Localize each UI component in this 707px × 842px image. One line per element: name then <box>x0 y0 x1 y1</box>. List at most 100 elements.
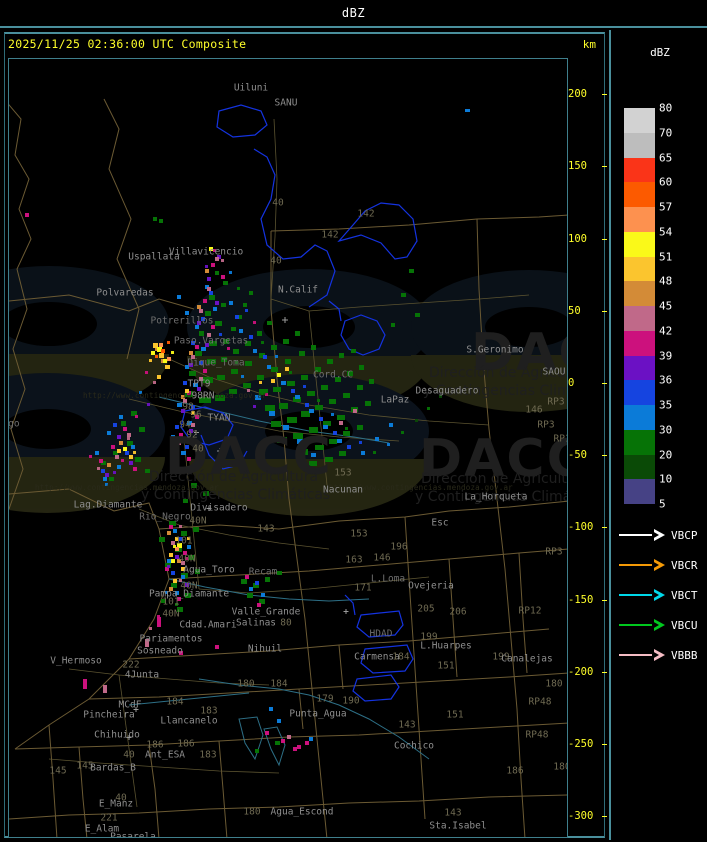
y-axis-tick: 200 <box>568 88 607 100</box>
y-axis-tick-mark <box>602 310 607 312</box>
vector-arrow-icon <box>619 649 665 661</box>
vector-arrow-head <box>654 559 665 571</box>
y-axis-tick-mark <box>602 816 607 818</box>
echo-lightblue <box>95 285 393 723</box>
y-axis-tick: -300 <box>568 810 607 822</box>
color-scale-label: 42 <box>659 324 673 338</box>
legend-panel: dBZ VBCP VBCR VBCT VBCU VBBB 80 70 65 60 57 54 51 4… <box>609 30 707 840</box>
vector-arrow-head-notch <box>652 651 659 659</box>
color-scale-label: 30 <box>659 423 673 437</box>
color-scale-label: 20 <box>659 448 673 461</box>
y-axis-tick: -150 <box>568 594 607 606</box>
vector-legend-row[interactable]: VBCP <box>619 520 707 550</box>
vector-legend-row[interactable]: VBCT <box>619 580 707 610</box>
y-axis-tick-mark <box>602 383 607 384</box>
color-scale-band <box>624 429 655 455</box>
color-scale-band <box>624 281 655 306</box>
echo-yellow <box>123 247 281 563</box>
color-scale-bar[interactable] <box>624 108 655 504</box>
echo-core-cluster <box>89 249 442 630</box>
color-scale-band <box>624 132 655 158</box>
color-scale-band <box>624 355 655 381</box>
color-scale-label: 5 <box>659 497 666 511</box>
vector-arrow-icon <box>619 559 665 571</box>
vector-arrow-icon <box>619 529 665 541</box>
vector-legend-row[interactable]: VBCR <box>619 550 707 580</box>
color-scale-label: 80 <box>659 101 673 115</box>
vector-legend-label: VBCT <box>671 588 698 602</box>
y-axis-tick: 50 <box>568 305 607 317</box>
color-scale-band <box>624 207 655 232</box>
echo-scattered <box>83 109 470 753</box>
color-scale-label: 54 <box>659 225 673 239</box>
color-scale-label: 36 <box>659 373 673 387</box>
color-scale-label: 45 <box>659 299 673 313</box>
y-axis-tick: 0 <box>568 377 607 389</box>
vector-arrow-shaft <box>619 564 655 566</box>
color-scale-band <box>624 256 655 282</box>
echo-mauve <box>115 257 357 565</box>
y-axis-tick-mark <box>602 455 607 457</box>
color-scale-band <box>624 479 655 504</box>
y-axis-tick-mark <box>602 527 607 529</box>
color-scale-label: 65 <box>659 151 673 164</box>
color-scale-label: 35 <box>659 398 673 412</box>
y-axis-tick-mark <box>602 238 607 240</box>
radar-plot-area[interactable]: DACC DACC DACC Dirección de Agricultura … <box>8 58 568 838</box>
color-scale-label: 48 <box>659 274 673 288</box>
y-axis-tick-mark <box>602 599 607 601</box>
y-axis-tick-mark <box>602 166 607 168</box>
vector-legend-list: VBCP VBCR VBCT VBCU VBBB <box>619 520 707 670</box>
vector-arrow-head-notch <box>652 591 659 599</box>
echo-lightorange <box>159 343 179 551</box>
radar-plot-canvas: DACC DACC DACC Dirección de Agricultura … <box>9 59 567 837</box>
province-border-group <box>9 98 567 837</box>
vector-arrow-head-notch <box>652 561 659 569</box>
y-axis-tick: -200 <box>568 666 607 678</box>
vector-legend-row[interactable]: VBBB <box>619 640 707 670</box>
window-titlebar: dBZ <box>0 0 707 28</box>
legend-title: dBZ <box>650 46 670 59</box>
window-title: dBZ <box>341 6 366 20</box>
echo-gold <box>117 343 289 583</box>
vector-arrow-icon <box>619 619 665 631</box>
vector-arrow-head-notch <box>652 621 659 629</box>
vector-legend-label: VBBB <box>671 648 698 662</box>
vector-arrow-head <box>654 619 665 631</box>
vector-legend-row[interactable]: VBCU <box>619 610 707 640</box>
y-axis-tick: 100 <box>568 233 607 245</box>
color-scale-label: 60 <box>659 175 673 189</box>
color-scale-band <box>624 157 655 183</box>
y-axis-tick: -250 <box>568 738 607 750</box>
echo-magenta <box>25 213 309 751</box>
y-axis-tick: -100 <box>568 521 607 533</box>
color-scale-band <box>624 306 655 331</box>
color-scale-band <box>624 182 655 207</box>
color-scale-band <box>624 330 655 356</box>
color-scale-label: 70 <box>659 126 673 140</box>
y-axis-tick-mark <box>602 94 607 96</box>
map-overlay-svg <box>9 98 567 837</box>
color-scale-band <box>624 231 655 257</box>
color-scale-label: 57 <box>659 200 673 214</box>
y-axis-tick: 150 <box>568 160 607 172</box>
vector-arrow-icon <box>619 589 665 601</box>
station-marker-group <box>126 317 349 740</box>
radar-echo-group <box>25 109 470 753</box>
color-scale-label: 10 <box>659 472 673 486</box>
color-scale-band <box>624 454 655 480</box>
vector-arrow-shaft <box>619 654 655 656</box>
vector-arrow-head <box>654 589 665 601</box>
vector-arrow-shaft <box>619 624 655 626</box>
color-scale-label: 39 <box>659 349 673 362</box>
radar-panel: 2025/11/25 02:36:00 UTC Composite km <box>2 30 607 840</box>
color-scale-label: 51 <box>659 250 673 263</box>
vector-arrow-shaft <box>619 534 655 536</box>
vector-arrow-shaft <box>619 594 655 596</box>
vector-arrow-head <box>654 529 665 541</box>
vector-arrow-head-notch <box>652 531 659 539</box>
echo-blue <box>101 291 351 585</box>
echo-purple <box>105 255 221 587</box>
y-axis-tick-mark <box>602 744 607 746</box>
